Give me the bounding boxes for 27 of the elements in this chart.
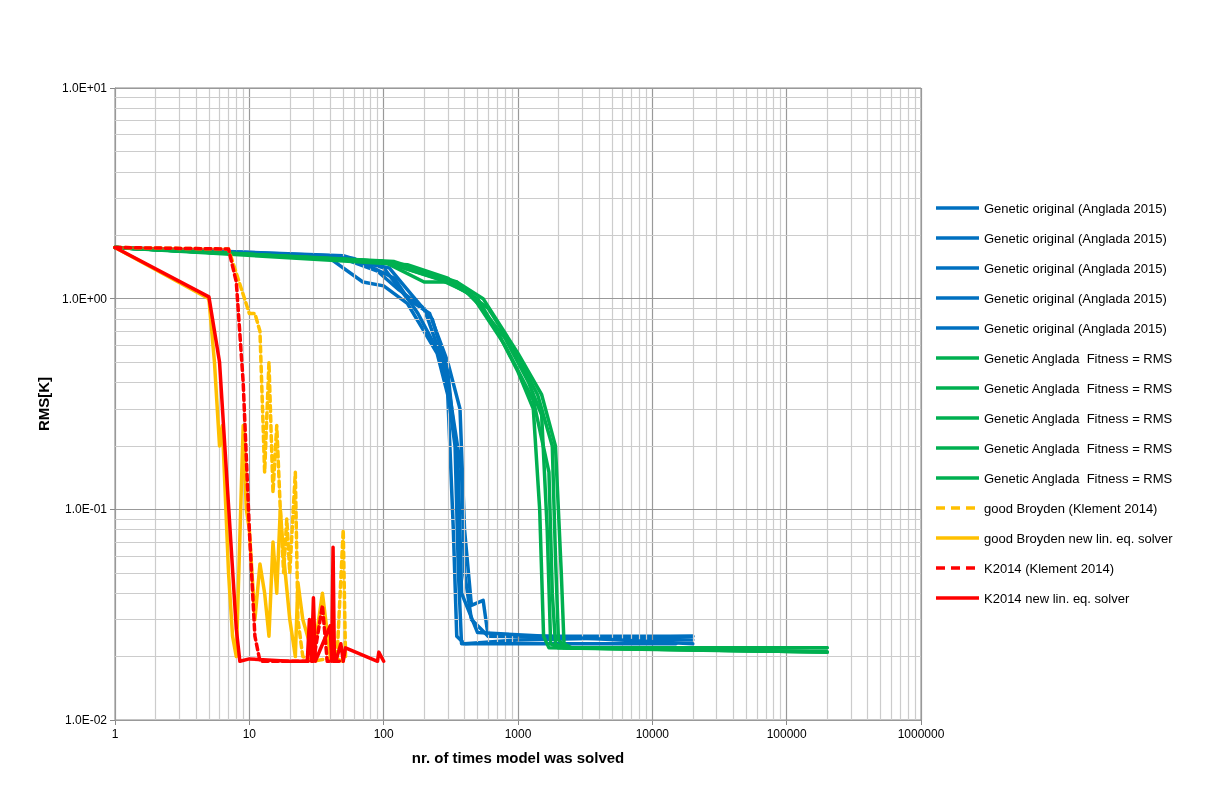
y-tick-label: 1.0E-02 xyxy=(64,713,108,727)
legend-label: K2014 (Klement 2014) xyxy=(984,560,1115,576)
legend-label: Genetic original (Anglada 2015) xyxy=(984,200,1167,216)
legend-label: Genetic Anglada Fitness = RMS xyxy=(984,410,1173,426)
x-tick-label: 10 xyxy=(242,727,257,741)
y-axis-title: RMS[K] xyxy=(35,376,53,432)
legend-label: good Broyden (Klement 2014) xyxy=(984,500,1158,516)
y-tick-label: 1.0E+00 xyxy=(61,291,108,306)
x-axis-title: nr. of times model was solved xyxy=(411,749,625,766)
x-tick-label: 1000 xyxy=(504,727,532,741)
legend-label: Genetic original (Anglada 2015) xyxy=(984,260,1167,276)
legend-label: Genetic Anglada Fitness = RMS xyxy=(984,380,1173,396)
x-tick-label: 1000000 xyxy=(897,727,945,741)
legend-label: good Broyden new lin. eq. solver xyxy=(984,530,1174,546)
y-tick-label: 1.0E+01 xyxy=(61,81,108,95)
legend-label: K2014 new lin. eq. solver xyxy=(984,590,1130,606)
x-tick-label: 1 xyxy=(111,727,119,741)
legend-label: Genetic Anglada Fitness = RMS xyxy=(984,470,1173,486)
legend-label: Genetic Anglada Fitness = RMS xyxy=(984,440,1173,456)
legend-label: Genetic Anglada Fitness = RMS xyxy=(984,350,1173,366)
legend-label: Genetic original (Anglada 2015) xyxy=(984,230,1167,246)
legend-label: Genetic original (Anglada 2015) xyxy=(984,320,1167,336)
x-tick-label: 100 xyxy=(373,727,394,741)
y-tick-label: 1.0E-01 xyxy=(64,502,108,517)
x-tick-label: 100000 xyxy=(766,727,808,741)
x-tick-label: 10000 xyxy=(635,727,670,741)
legend-label: Genetic original (Anglada 2015) xyxy=(984,290,1167,306)
